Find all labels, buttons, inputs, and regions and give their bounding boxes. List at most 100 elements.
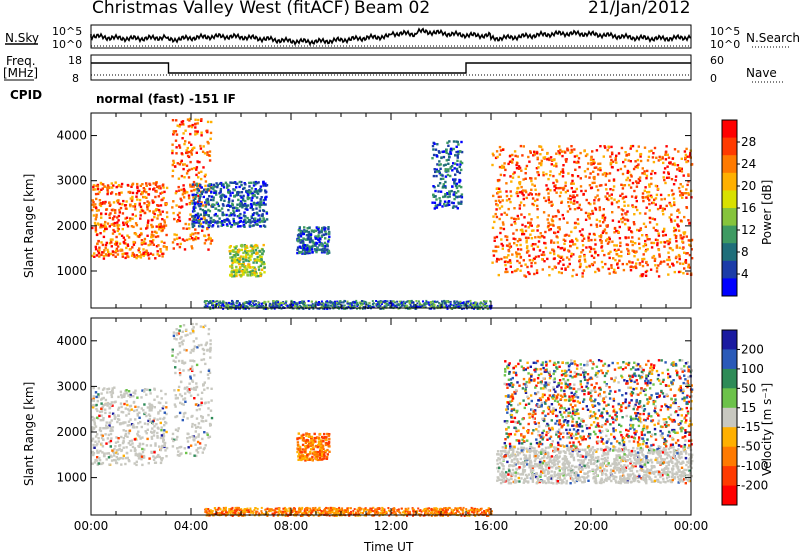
data-cell [142,242,145,245]
data-cell [380,301,383,304]
data-cell [138,202,141,205]
data-cell [185,203,188,206]
data-cell [659,158,662,161]
data-cell [138,456,141,460]
data-cell [104,398,108,402]
data-cell [576,194,579,197]
data-cell [617,206,620,209]
data-cell [499,195,502,198]
data-cell [610,151,614,154]
data-cell [124,434,127,437]
data-cell [190,365,194,368]
data-cell [668,201,671,205]
data-cell [273,307,276,310]
data-cell [431,303,434,305]
data-cell [216,303,219,306]
data-cell [230,305,233,308]
data-cell [453,301,456,304]
data-cell [146,251,149,255]
data-cell [323,241,327,245]
data-cell [91,415,94,419]
data-cell [190,150,193,153]
data-cell [574,221,577,225]
data-cell [409,300,412,303]
data-cell [201,190,205,193]
data-cell [629,147,632,150]
data-cell [309,233,313,236]
data-cell [131,445,135,449]
data-cell [251,247,254,250]
data-cell [162,183,165,186]
data-cell [525,164,529,168]
data-cell [251,194,255,197]
data-cell [246,302,249,305]
data-cell [611,240,614,243]
data-cell [185,149,188,152]
data-cell [431,144,435,148]
data-cell [622,196,626,199]
data-cell [161,191,164,194]
data-cell [322,303,325,306]
data-cell [524,236,528,239]
data-cell [455,182,458,185]
data-cell [192,199,195,202]
data-cell [218,220,222,224]
data-cell [201,204,205,207]
data-cell [453,182,456,185]
data-cell [603,145,606,148]
data-cell [213,304,216,307]
data-cell [236,253,240,256]
data-cell [446,173,450,177]
data-cell [176,243,179,246]
data-cell [210,187,213,190]
data-cell [498,207,502,210]
data-cell [162,186,165,189]
data-cell [138,247,141,250]
data-cell [190,143,193,146]
data-cell [91,451,94,454]
data-cell [195,337,198,340]
data-cell [533,184,536,187]
data-cell [226,304,229,307]
data-cell [143,195,146,199]
data-cell [344,307,346,310]
data-cell [126,225,130,228]
data-cell [295,305,298,307]
data-cell [272,305,275,308]
data-cell [259,274,262,278]
data-cell [165,421,168,425]
data-cell [138,233,142,237]
data-cell [465,301,468,304]
data-cell [129,449,133,452]
data-cell [606,172,609,176]
data-cell [156,395,159,398]
data-cell [94,425,98,428]
data-cell [663,167,667,170]
data-cell [93,252,96,255]
data-cell [668,216,671,219]
data-cell [197,215,201,218]
data-cell [657,275,661,278]
data-cell [250,204,253,207]
data-cell [529,224,532,227]
data-cell [442,195,445,199]
data-cell [182,167,185,171]
data-cell [310,304,312,307]
data-cell [581,244,585,247]
data-cell [204,302,207,305]
data-cell [200,217,203,220]
data-cell [673,270,676,274]
data-cell [186,191,189,194]
data-cell [355,299,358,302]
data-cell [181,330,184,333]
data-cell [659,193,663,197]
data-cell [92,452,96,455]
data-cell [447,152,451,156]
data-cell [648,199,651,202]
data-cell [101,388,105,391]
data-cell [152,182,155,185]
data-cell [307,440,310,444]
data-cell [154,456,157,459]
data-cell [242,273,245,276]
data-cell [661,157,664,160]
